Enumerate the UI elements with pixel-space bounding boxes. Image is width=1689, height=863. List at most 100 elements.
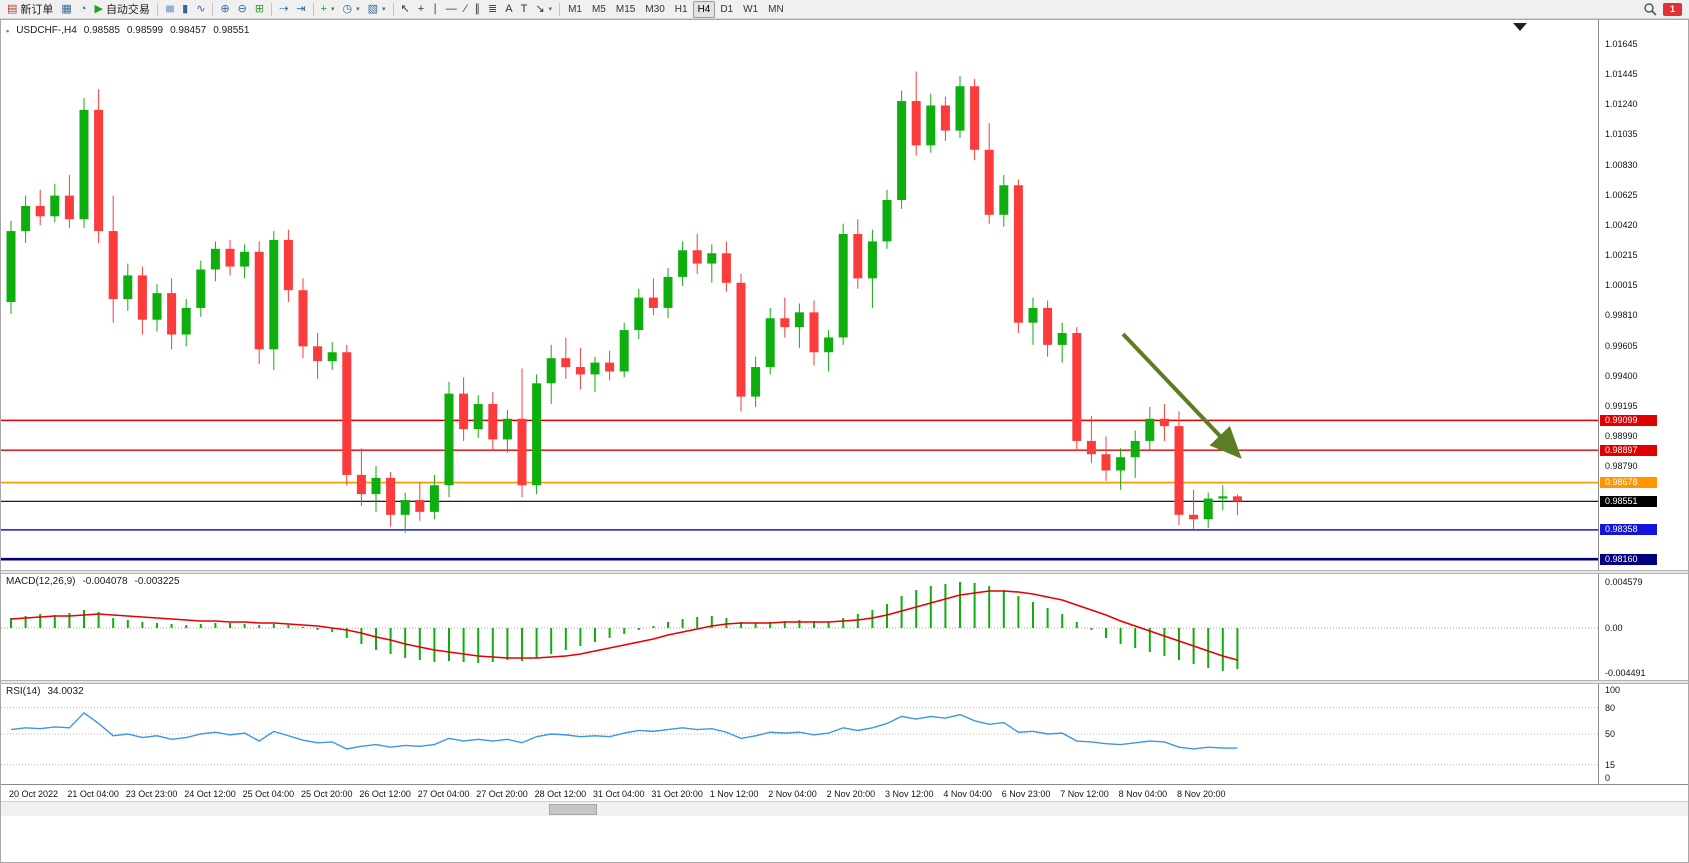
chevron-down-icon: ▾ <box>356 6 360 13</box>
charts-list-button[interactable]: ▦ <box>57 1 75 17</box>
candle <box>634 288 644 339</box>
chart-window: ▪ USDCHF-,H4 0.98585 0.98599 0.98457 0.9… <box>0 19 1689 863</box>
timeframe-mn[interactable]: MN <box>768 3 784 15</box>
cursor-button[interactable]: ↖ <box>397 1 414 17</box>
candle <box>108 195 118 323</box>
zoom-out-button[interactable]: ⊖ <box>234 1 251 17</box>
price-axis-label: 1.01035 <box>1605 129 1638 140</box>
price-axis-label: 1.01445 <box>1605 68 1638 79</box>
profiles-button[interactable]: ◔ <box>76 1 91 17</box>
horizontal-scrollbar[interactable] <box>1 801 1688 816</box>
timeframe-m30[interactable]: M30 <box>645 3 665 15</box>
trendline-button[interactable]: ∕ <box>461 1 471 17</box>
templates-button[interactable]: ▧ ▾ <box>364 1 390 17</box>
candlestick-chart-icon: ▮ <box>182 3 189 15</box>
chevron-down-icon: ▾ <box>330 6 335 13</box>
fibonacci-button[interactable]: ≣ <box>484 1 501 17</box>
toolbar-separator <box>559 2 561 16</box>
bar-chart-button[interactable]: ≣ <box>161 1 178 17</box>
candle <box>590 356 600 393</box>
date-label: 6 Nov 23:00 <box>1001 789 1051 799</box>
notification-badge[interactable]: 1 <box>1663 2 1682 16</box>
label-button[interactable]: T <box>517 1 532 17</box>
main-toolbar: ▤ 新订单 ▦ ◔ ▶ 自动交易 ≣ ▮ ∿ ⊕ ⊖ ⊞ ⇢ ⇥ + ▾ ◷ ▾ ▧ ▾ ↖ + ∣ ― ∕ ∥ ≣ A T ↘ ▾ M1 M5… <box>0 0 1689 19</box>
candle <box>6 220 16 314</box>
rsi-axis-label: 100 <box>1605 685 1621 695</box>
timeframe-m5[interactable]: M5 <box>591 3 606 15</box>
candle <box>327 341 337 370</box>
text-button[interactable]: A <box>501 1 516 17</box>
rsi-panel-header: RSI(14) 34.0032 <box>6 686 84 697</box>
trend-arrow-object[interactable] <box>1121 332 1242 459</box>
candle <box>897 90 907 209</box>
candle <box>79 98 89 229</box>
panel-divider[interactable] <box>1 570 1688 574</box>
candle <box>167 278 177 350</box>
candle <box>1203 492 1213 529</box>
candle <box>751 356 761 407</box>
date-label: 31 Oct 20:00 <box>651 789 703 799</box>
profiles-icon: ◔ <box>79 3 87 15</box>
new-order-button-label: 新订单 <box>20 4 54 16</box>
scrollbar-handle[interactable] <box>549 804 597 815</box>
auto-scroll-button[interactable]: ⇢ <box>275 1 292 17</box>
date-label: 3 Nov 12:00 <box>885 789 934 799</box>
indicators-button[interactable]: + ▾ <box>317 1 339 17</box>
new-order-button[interactable]: ▤ 新订单 <box>3 1 57 17</box>
tile-windows-icon: ⊞ <box>254 3 265 15</box>
toolbar-separator <box>156 2 158 16</box>
periods-icon: ◷ <box>342 3 353 15</box>
chart-shift-marker[interactable] <box>1513 23 1527 31</box>
search-icon[interactable] <box>1643 2 1657 16</box>
chart-shift-button[interactable]: ⇥ <box>292 1 309 17</box>
channel-icon: ∥ <box>474 3 481 15</box>
date-label: 27 Oct 04:00 <box>417 789 470 799</box>
candle <box>721 241 731 292</box>
timeframe-h4[interactable]: H4 <box>692 0 716 18</box>
candle <box>356 448 366 506</box>
price-axis[interactable]: 1.01645 1.01445 1.01240 1.01035 1.00830 1.006… <box>1598 20 1688 784</box>
vertical-line-button[interactable]: ∣ <box>428 1 442 17</box>
candle <box>853 219 863 289</box>
candle <box>473 395 483 438</box>
candle <box>619 322 629 378</box>
candle <box>1043 300 1053 357</box>
candle <box>517 368 527 498</box>
candlestick-chart-button[interactable]: ▮ <box>178 1 192 17</box>
date-label: 23 Oct 23:00 <box>125 789 178 799</box>
candle <box>35 189 45 226</box>
candle <box>984 123 994 224</box>
candle <box>152 284 162 332</box>
timeframe-m1[interactable]: M1 <box>568 3 582 15</box>
macd-signal-line <box>10 590 1238 661</box>
candle <box>809 300 819 366</box>
line-chart-button[interactable]: ∿ <box>192 1 209 17</box>
tile-windows-button[interactable]: ⊞ <box>251 1 268 17</box>
horizontal-line-button[interactable]: ― <box>442 1 461 17</box>
crosshair-button[interactable]: + <box>414 1 428 17</box>
candle <box>400 492 410 533</box>
candle <box>1232 494 1242 516</box>
candle <box>692 234 702 274</box>
timeframe-d1[interactable]: D1 <box>720 3 734 15</box>
channel-button[interactable]: ∥ <box>471 1 485 17</box>
chevron-down-icon: ▾ <box>548 6 553 13</box>
timeframe-w1[interactable]: W1 <box>743 3 759 15</box>
candle <box>867 229 877 308</box>
autotrading-button[interactable]: ▶ 自动交易 <box>90 1 153 17</box>
date-axis[interactable]: 20 Oct 2022 21 Oct 04:00 23 Oct 23:00 24 Oc… <box>1 784 1688 802</box>
candle <box>648 278 658 316</box>
candle <box>1101 436 1111 481</box>
timeframe-m15[interactable]: M15 <box>615 3 636 15</box>
timeframe-h1[interactable]: H1 <box>674 3 688 15</box>
periods-button[interactable]: ◷ ▾ <box>338 1 363 17</box>
candle <box>1174 411 1184 526</box>
candle <box>298 278 308 359</box>
panel-divider[interactable] <box>1 680 1688 684</box>
arrows-button[interactable]: ↘ ▾ <box>531 1 556 17</box>
rsi-indicator-name: RSI(14) <box>6 686 41 697</box>
date-label: 2 Nov 04:00 <box>768 789 817 799</box>
zoom-in-button[interactable]: ⊕ <box>216 1 233 17</box>
candle <box>386 471 396 527</box>
